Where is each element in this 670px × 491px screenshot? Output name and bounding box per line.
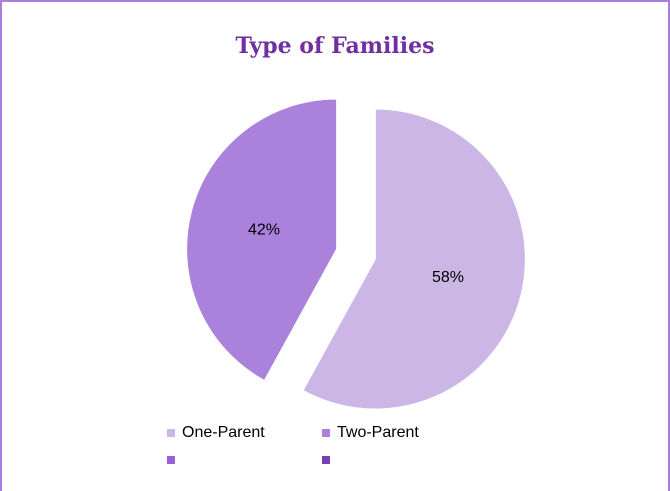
legend-swatch [167, 456, 175, 464]
legend-swatch [322, 429, 330, 437]
chart-title: Type of Families [236, 33, 435, 59]
data-label: 42% [248, 222, 280, 239]
data-label: 58% [432, 269, 464, 286]
legend-label: Two-Parent [337, 424, 419, 441]
legend-swatch [322, 456, 330, 464]
legend-label: One-Parent [182, 424, 265, 441]
legend-swatch [167, 429, 175, 437]
pie-slice [186, 98, 338, 382]
pie-slice [302, 108, 526, 410]
